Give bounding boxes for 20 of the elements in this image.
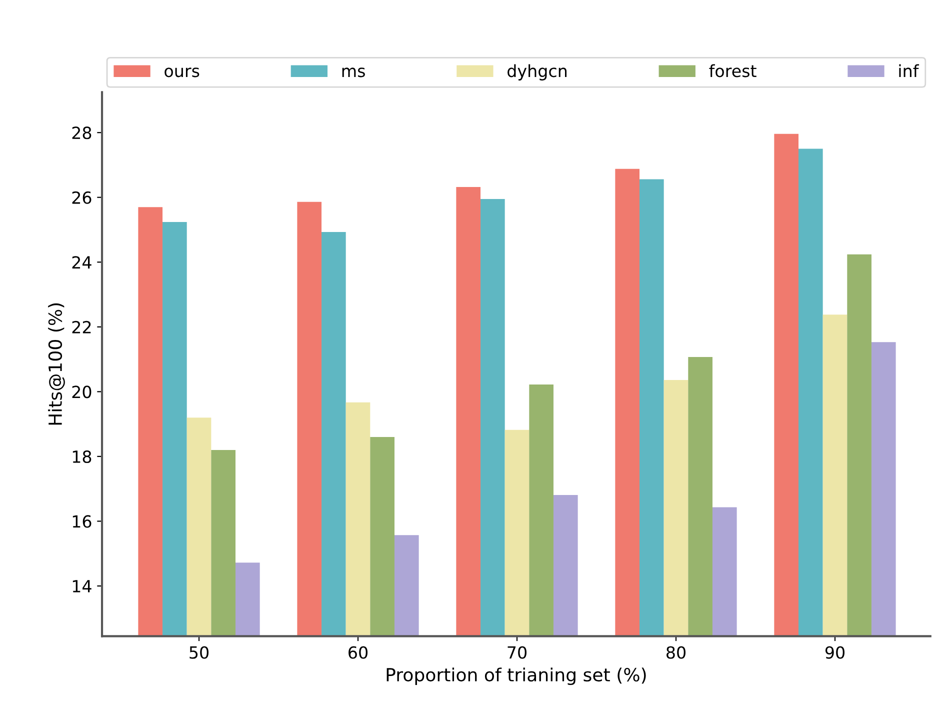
y-tick-label: 18: [72, 450, 92, 464]
x-tick-label: 50: [190, 646, 209, 659]
y-tick-label: 14: [72, 580, 92, 592]
legend-label: dyhgcn: [508, 64, 567, 80]
x-tick-label: 60: [348, 646, 368, 659]
legend-label: forest: [709, 64, 756, 78]
legend-label: ms: [342, 68, 365, 78]
legend-label: inf: [899, 64, 920, 77]
x-tick-label: 80: [666, 646, 686, 659]
y-tick-label: 26: [72, 191, 92, 204]
y-tick-label: 24: [72, 256, 92, 268]
y-axis-title: Hits@100 (%): [48, 303, 65, 425]
x-tick-label: 70: [508, 646, 526, 659]
y-tick-label: 22: [72, 320, 91, 334]
y-tick-label: 16: [72, 515, 92, 528]
y-tick-label: 20: [72, 386, 92, 398]
legend-label: ours: [164, 68, 200, 78]
x-tick-label: 90: [825, 646, 844, 659]
x-axis-title: Proportion of trianing set (%): [386, 668, 646, 686]
y-tick-label: 28: [72, 126, 92, 140]
